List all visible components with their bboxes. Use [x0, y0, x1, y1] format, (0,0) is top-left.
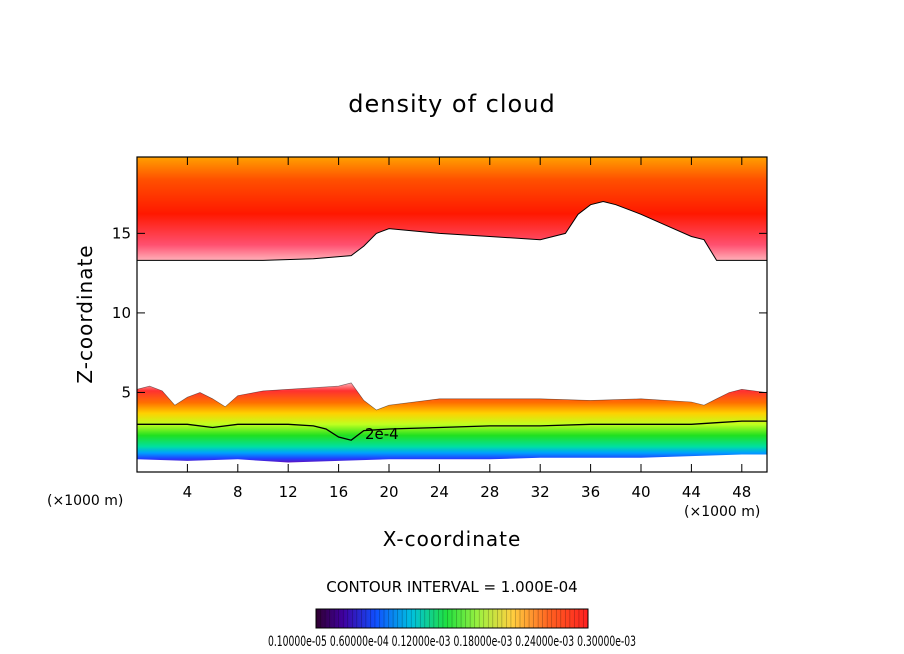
lower-cloud-region: [137, 382, 767, 463]
y-tick-label: 10: [112, 304, 131, 322]
x-tick-label: 8: [233, 483, 243, 501]
x-tick-label: 28: [480, 483, 499, 501]
colorbar: [315, 608, 589, 629]
chart-title: density of cloud: [348, 90, 555, 118]
x-tick-label: 4: [183, 483, 193, 501]
x-tick-label: 36: [581, 483, 600, 501]
x-tick-label: 20: [379, 483, 398, 501]
plot-area: 2e-4: [137, 157, 767, 472]
x-unit-label-left: (×1000 m): [47, 493, 123, 509]
contour-line-label: 2e-4: [365, 425, 399, 443]
x-tick-label: 24: [430, 483, 449, 501]
colorbar-stripes: [320, 609, 584, 628]
x-tick-label: 12: [279, 483, 298, 501]
contour-interval-label: CONTOUR INTERVAL = 1.000E-04: [326, 578, 577, 596]
lower-cloud-edge-contour: [137, 382, 767, 411]
y-tick-label: 5: [121, 383, 131, 401]
upper-cloud-region: [137, 157, 767, 261]
x-tick-label: 48: [732, 483, 751, 501]
y-axis-ticks: 5 10 15: [112, 224, 767, 401]
plot-frame: [136, 156, 768, 473]
x-tick-label: 44: [682, 483, 701, 501]
x-tick-label: 16: [329, 483, 348, 501]
x-axis-title: X-coordinate: [383, 527, 522, 551]
colorbar-labels: 0.10000e-05 0.60000e-04 0.12000e-03 0.18…: [268, 634, 636, 650]
x-axis-ticks: 4 8 12 16 20 24 28 32 36 40 44 48: [183, 157, 751, 501]
upper-cloud-edge-contour: [137, 200, 767, 261]
x-tick-label: 40: [631, 483, 650, 501]
x-tick-label: 32: [531, 483, 550, 501]
contour-line-2e-4: [137, 420, 767, 441]
y-tick-label: 15: [112, 224, 131, 242]
y-axis-title: Z-coordinate: [73, 244, 97, 383]
x-unit-label-right: (×1000 m): [684, 504, 760, 520]
